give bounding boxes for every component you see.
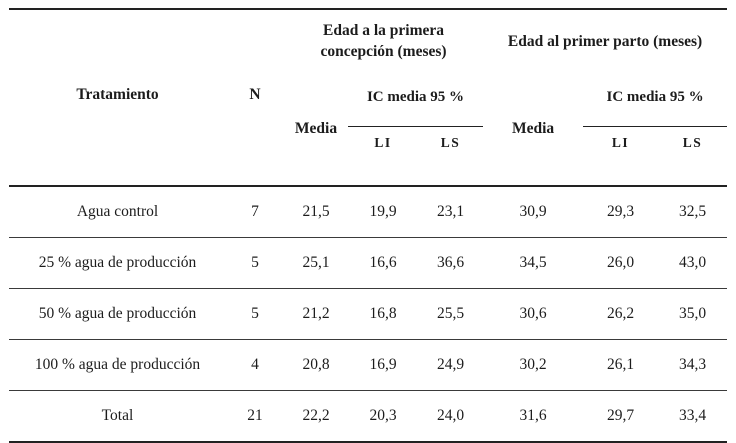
spacer-cell <box>226 9 284 72</box>
col-header-media-parto: Media <box>511 119 555 137</box>
n-cell: 5 <box>226 237 284 289</box>
parto-li-cell: 26,1 <box>583 339 659 391</box>
col-header-ic-concepcion: IC media 95 % <box>348 72 484 127</box>
parto-li-cell: 26,0 <box>583 237 659 289</box>
treatment-cell: 25 % agua de producción <box>9 237 226 289</box>
parto-media-cell: 30,2 <box>483 339 584 391</box>
parto-ls-cell: 33,4 <box>658 390 728 442</box>
table-row: 25 % agua de producción 5 25,1 16,6 36,6… <box>9 237 728 289</box>
col-header-media-concepcion: Media <box>294 119 338 137</box>
concepcion-media-cell: 21,2 <box>284 288 348 340</box>
sub-header-row: LI LS LI LS <box>9 127 727 187</box>
treatment-cell: 100 % agua de producción <box>9 339 226 391</box>
concepcion-ls-cell: 24,9 <box>418 339 484 391</box>
n-cell: 5 <box>226 288 284 340</box>
parto-ls-cell: 34,3 <box>658 339 728 391</box>
spacer-cell <box>9 9 226 72</box>
treatment-cell: Agua control <box>9 185 226 238</box>
col-header-tratamiento: Tratamiento <box>76 86 159 103</box>
col-header-li-parto: LI <box>611 135 630 150</box>
concepcion-ls-cell: 25,5 <box>418 288 484 340</box>
concepcion-li-cell: 16,9 <box>348 339 418 391</box>
n-cell: 21 <box>226 390 284 442</box>
col-header-ls-parto: LS <box>682 135 703 150</box>
col-header-ls-concepcion: LS <box>440 135 461 150</box>
col-header-li-concepcion: LI <box>374 135 392 150</box>
parto-media-cell: 31,6 <box>483 390 584 442</box>
group-header-concepcion: Edad a la primera concepción (meses) <box>320 22 447 60</box>
parto-ls-cell: 35,0 <box>658 288 728 340</box>
concepcion-media-cell: 20,8 <box>284 339 348 391</box>
concepcion-media-cell: 25,1 <box>284 237 348 289</box>
concepcion-ls-cell: 24,0 <box>418 390 484 442</box>
parto-media-cell: 34,5 <box>483 237 584 289</box>
parto-ls-cell: 32,5 <box>658 185 728 238</box>
col-header-ic-parto: IC media 95 % <box>583 72 728 127</box>
treatment-cell: Total <box>9 390 226 442</box>
concepcion-media-cell: 22,2 <box>284 390 348 442</box>
parto-media-cell: 30,6 <box>483 288 584 340</box>
table-row-total: Total 21 22,2 20,3 24,0 31,6 29,7 33,4 <box>9 390 728 442</box>
group-header-parto: Edad al primer parto (meses) <box>507 32 703 50</box>
concepcion-li-cell: 16,8 <box>348 288 418 340</box>
parto-ls-cell: 43,0 <box>658 237 728 289</box>
column-header-row: Tratamiento N Media IC media 95 % Media … <box>9 72 728 137</box>
table-row: 100 % agua de producción 4 20,8 16,9 24,… <box>9 339 728 391</box>
col-header-n: N <box>249 86 261 103</box>
treatment-cell: 50 % agua de producción <box>9 288 226 340</box>
parto-media-cell: 30,9 <box>483 185 584 238</box>
n-cell: 4 <box>226 339 284 391</box>
parto-li-cell: 29,3 <box>583 185 659 238</box>
n-cell: 7 <box>226 185 284 238</box>
concepcion-li-cell: 20,3 <box>348 390 418 442</box>
concepcion-li-cell: 19,9 <box>348 185 418 238</box>
concepcion-ls-cell: 36,6 <box>418 237 484 289</box>
parto-li-cell: 26,2 <box>583 288 659 340</box>
concepcion-ls-cell: 23,1 <box>418 185 484 238</box>
concepcion-media-cell: 21,5 <box>284 185 348 238</box>
parto-li-cell: 29,7 <box>583 390 659 442</box>
table-row: 50 % agua de producción 5 21,2 16,8 25,5… <box>9 288 728 340</box>
table-row: Agua control 7 21,5 19,9 23,1 30,9 29,3 … <box>9 185 728 238</box>
results-table: Edad a la primera concepción (meses) Eda… <box>9 8 728 443</box>
group-header-row: Edad a la primera concepción (meses) Eda… <box>9 9 727 72</box>
concepcion-li-cell: 16,6 <box>348 237 418 289</box>
